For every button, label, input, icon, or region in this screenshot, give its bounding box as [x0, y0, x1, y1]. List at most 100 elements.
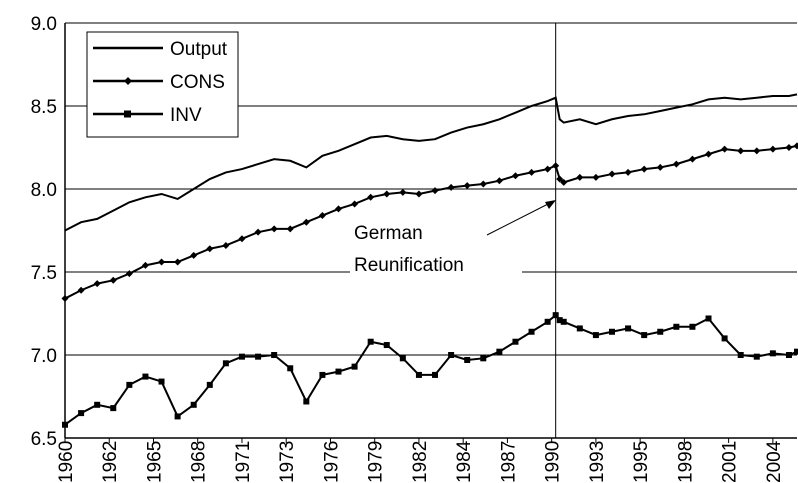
point: [705, 150, 713, 158]
y-tick-label: 7.5: [31, 263, 57, 284]
point: [319, 371, 326, 378]
point: [552, 312, 559, 319]
legend-marker: [124, 110, 131, 118]
point: [544, 318, 551, 325]
point: [270, 225, 278, 233]
point: [383, 190, 391, 198]
point: [737, 352, 744, 358]
x-tick-label: 1960: [56, 441, 77, 483]
point: [432, 371, 439, 378]
point: [656, 163, 664, 171]
point: [737, 147, 745, 155]
point: [793, 142, 798, 150]
legend-label: Output: [170, 39, 228, 60]
point: [206, 245, 214, 253]
y-tick-label: 9.0: [31, 14, 57, 35]
point: [158, 258, 166, 266]
point: [93, 280, 101, 288]
legend-label: INV: [170, 105, 202, 126]
point: [287, 365, 294, 372]
y-tick-label: 6.5: [31, 429, 57, 450]
x-tick-label: 2004: [764, 440, 785, 483]
annotation-arrow: [486, 202, 551, 236]
point: [431, 187, 439, 195]
x-tick-label: 1987: [498, 441, 519, 483]
point: [657, 328, 664, 335]
point: [109, 276, 117, 284]
annotation-bg: [350, 245, 522, 275]
point: [141, 261, 149, 269]
point: [125, 270, 133, 278]
point: [254, 228, 262, 236]
point: [255, 353, 262, 360]
point: [367, 338, 374, 345]
x-tick-label: 1965: [144, 441, 165, 483]
point: [608, 170, 616, 178]
point: [174, 258, 182, 266]
x-tick-label: 1998: [675, 441, 696, 483]
point: [158, 378, 165, 385]
point: [238, 353, 245, 360]
point: [544, 165, 552, 173]
point: [672, 160, 680, 168]
point: [721, 335, 728, 342]
point: [625, 325, 632, 332]
point: [641, 332, 648, 339]
point: [318, 212, 326, 220]
point: [592, 173, 600, 181]
x-tick-label: 1990: [543, 441, 564, 483]
point: [640, 165, 648, 173]
x-tick-label: 1995: [631, 441, 652, 483]
series-line: [64, 93, 798, 232]
point: [271, 352, 278, 358]
point: [556, 317, 563, 324]
point: [528, 328, 535, 335]
point: [415, 190, 423, 198]
point: [94, 401, 101, 408]
point: [560, 318, 567, 325]
point: [335, 368, 342, 375]
point: [552, 162, 560, 170]
point: [174, 413, 181, 420]
point: [463, 182, 471, 190]
point: [447, 183, 455, 191]
point: [785, 144, 793, 151]
point: [110, 405, 117, 412]
legend-box: [86, 31, 239, 138]
point: [222, 241, 230, 249]
x-tick-label: 1962: [100, 441, 121, 483]
point: [367, 193, 375, 201]
legend: Output CONS INV: [86, 31, 239, 138]
point: [302, 218, 310, 226]
x-tick-label: 1976: [321, 441, 342, 483]
x-tick-label: 1968: [189, 441, 210, 483]
x-tick-label: 1984: [454, 440, 475, 483]
point: [206, 381, 213, 388]
annotation-text: Reunification: [354, 255, 464, 276]
legend-marker: [124, 77, 132, 85]
point: [624, 168, 632, 176]
y-tick-label: 8.0: [31, 180, 57, 201]
y-tick-label: 8.5: [31, 97, 57, 118]
point: [688, 155, 696, 163]
point: [142, 373, 149, 380]
x-tick-label: 1979: [366, 441, 387, 483]
point: [753, 353, 760, 360]
point: [303, 398, 310, 405]
point: [351, 200, 359, 208]
point: [769, 145, 777, 153]
point: [689, 323, 696, 330]
x-tick-label: 2001: [720, 441, 741, 483]
point: [77, 286, 85, 294]
point: [222, 360, 229, 367]
point: [592, 332, 599, 339]
point: [464, 356, 471, 363]
point: [512, 338, 519, 345]
point: [61, 295, 69, 303]
annotation-text: German: [354, 223, 423, 244]
point: [794, 348, 798, 355]
point: [785, 352, 792, 358]
point: [479, 180, 487, 188]
point: [769, 350, 776, 357]
